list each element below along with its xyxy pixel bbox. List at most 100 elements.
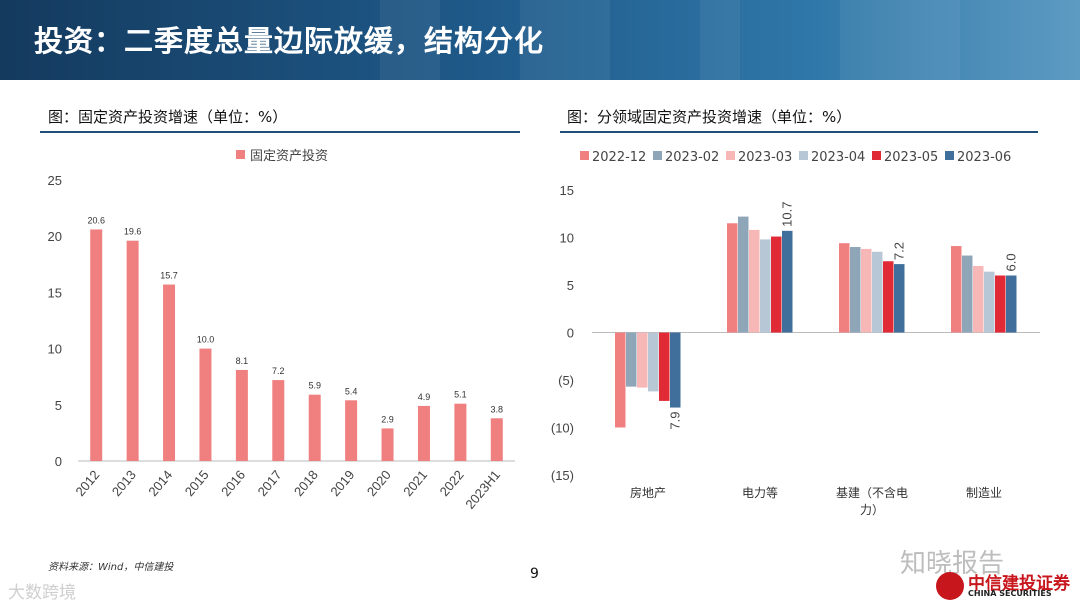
x-tick-label: 力） <box>860 503 884 517</box>
x-tick-label: 2019 <box>327 467 357 499</box>
data-label: 3.8 <box>491 404 504 414</box>
y-tick-label: (5) <box>558 373 574 388</box>
legend-swatch <box>945 151 954 160</box>
x-tick-label: 基建（不含电 <box>836 485 908 500</box>
bar <box>648 332 659 392</box>
x-tick-label: 房地产 <box>630 485 666 500</box>
left-title-rule <box>40 131 520 133</box>
page-number: 9 <box>530 566 539 582</box>
x-tick-label: 2015 <box>182 467 212 499</box>
legend-label: 固定资产投资 <box>250 148 328 164</box>
bar <box>345 400 358 461</box>
x-tick-label: 2022 <box>437 467 467 499</box>
y-tick-label: 15 <box>48 285 62 300</box>
y-tick-label: (15) <box>551 468 574 483</box>
source-note: 资料来源：Wind，中信建投 <box>48 562 174 573</box>
bar <box>749 229 760 333</box>
left-bar-chart: 固定资产投资 0 5 10 15 20 25 20.6 2012 19.6 2013 15.7 2014… <box>48 148 515 512</box>
bar <box>1006 275 1017 333</box>
data-label: 7.2 <box>272 366 285 376</box>
legend-label: 2023-03 <box>738 150 792 165</box>
bar <box>883 261 894 333</box>
title-banner: 投资：二季度总量边际放缓，结构分化 <box>0 0 1080 80</box>
banner-decoration <box>840 0 960 80</box>
x-tick-label: 2016 <box>218 467 248 499</box>
legend-label: 2023-05 <box>884 150 938 165</box>
y-tick-label: 10 <box>48 342 62 357</box>
legend-label: 2022-12 <box>592 150 646 165</box>
x-tick-label: 2012 <box>72 467 102 499</box>
legend-swatch <box>799 151 808 160</box>
x-tick-label: 制造业 <box>966 486 1002 500</box>
bar <box>760 239 771 333</box>
x-tick-label: 2017 <box>255 467 285 499</box>
logo-text-cn: 中信建投证券 <box>968 574 1070 594</box>
right-chart-title: 图：分领域固定资产投资增速（单位：%） <box>567 108 852 126</box>
y-tick-label: 20 <box>48 229 62 244</box>
data-label: 15.7 <box>160 271 178 281</box>
legend-label: 2023-06 <box>957 150 1011 165</box>
bar <box>659 332 670 401</box>
legend-swatch <box>726 151 735 160</box>
x-tick-label: 2023H1 <box>462 467 503 512</box>
bar <box>861 248 872 333</box>
bar <box>894 264 905 333</box>
bar <box>490 418 503 461</box>
bar <box>308 394 321 461</box>
left-chart-title: 图：固定资产投资增速（单位：%） <box>48 108 288 126</box>
data-label: 5.4 <box>345 386 358 396</box>
bar <box>670 332 681 408</box>
y-tick-label: (10) <box>551 421 574 436</box>
bar <box>738 216 749 333</box>
bar <box>235 369 248 461</box>
legend-label: 2023-04 <box>811 150 865 165</box>
bar <box>973 266 984 333</box>
bar <box>951 246 962 333</box>
bar <box>626 332 637 387</box>
bar <box>771 236 782 333</box>
banner-decoration <box>520 0 610 80</box>
x-tick-label: 2013 <box>109 467 139 499</box>
bar <box>850 247 861 333</box>
bar <box>417 405 430 461</box>
data-label: 10.0 <box>197 335 215 345</box>
logo-text-en: CHINA SECURITIES <box>968 589 1052 598</box>
x-tick-label: 2014 <box>145 467 175 499</box>
bar <box>615 332 626 428</box>
slide-title: 投资：二季度总量边际放缓，结构分化 <box>34 24 545 58</box>
legend-swatch <box>653 151 662 160</box>
x-tick-label: 电力等 <box>742 486 778 500</box>
right-grouped-bar-chart: 2022-12 2023-02 2023-03 2023-04 2023-05 2023-… <box>551 150 1040 517</box>
bar <box>995 275 1006 333</box>
y-tick-label: 5 <box>567 278 574 293</box>
data-label: 6.0 <box>1004 253 1019 271</box>
legend-swatch <box>236 150 245 159</box>
legend-label: 2023-02 <box>665 150 719 165</box>
y-tick-label: 15 <box>560 183 574 198</box>
bar <box>637 332 648 388</box>
bar <box>90 229 103 461</box>
data-label: 5.1 <box>454 390 467 400</box>
company-logo: 中信建投证券 CHINA SECURITIES <box>936 572 1076 602</box>
bar <box>984 271 995 333</box>
bar <box>381 428 394 461</box>
data-label: 7.9 <box>668 412 683 430</box>
legend-swatch <box>580 151 589 160</box>
bar <box>163 284 176 461</box>
y-tick-label: 10 <box>560 231 574 246</box>
data-label: 19.6 <box>124 227 142 237</box>
bar <box>199 348 212 461</box>
x-tick-label: 2021 <box>400 467 430 499</box>
data-label: 5.9 <box>308 381 321 391</box>
x-tick-label: 2020 <box>364 467 394 499</box>
right-title-rule <box>560 131 1038 133</box>
y-tick-label: 0 <box>567 326 574 341</box>
y-tick-label: 5 <box>55 398 62 413</box>
banner-decoration <box>380 0 440 80</box>
data-label: 2.9 <box>381 414 394 424</box>
data-label: 7.2 <box>892 242 907 260</box>
bar <box>962 255 973 333</box>
data-label: 4.9 <box>418 392 431 402</box>
bar <box>727 223 738 333</box>
y-tick-label: 25 <box>48 173 62 188</box>
